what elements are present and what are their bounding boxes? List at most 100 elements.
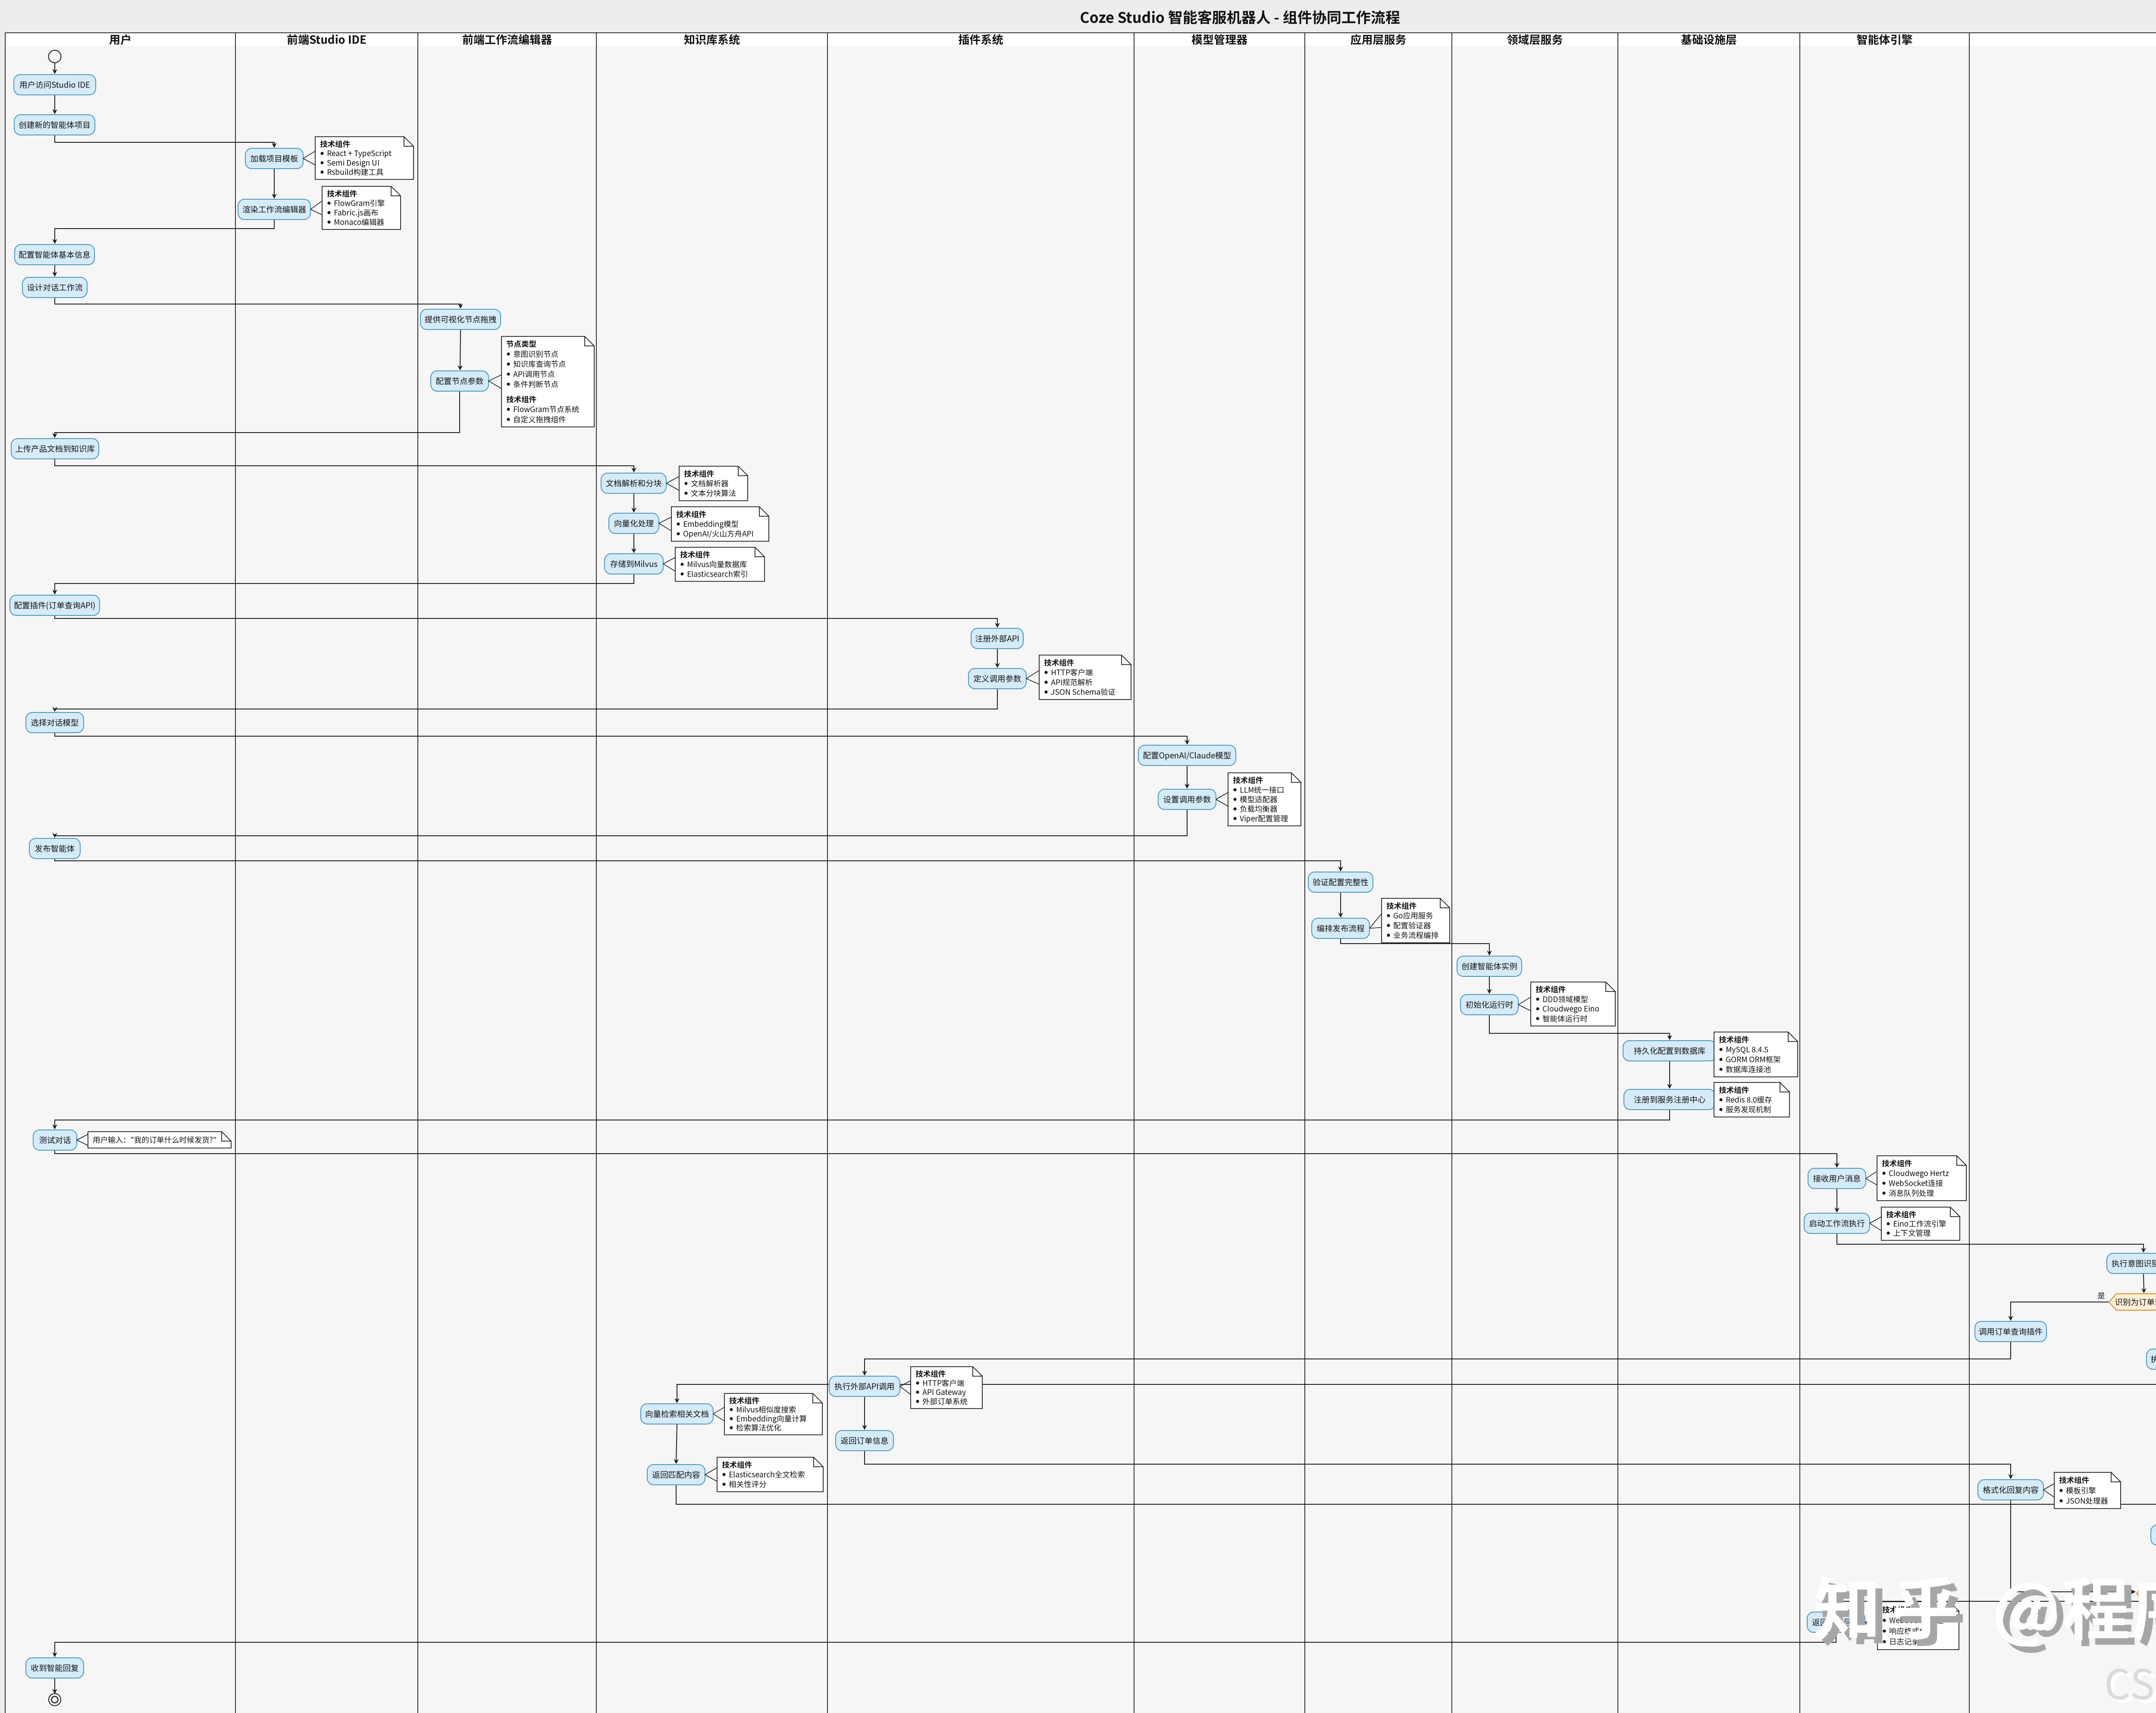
svg-text:日志记录: 日志记录	[1889, 1636, 1919, 1647]
svg-text:创建智能体实例: 创建智能体实例	[1461, 961, 1517, 972]
svg-text:注册到服务注册中心: 注册到服务注册中心	[1634, 1094, 1706, 1105]
svg-text:负载均衡器: 负载均衡器	[1240, 803, 1278, 814]
svg-text:节点类型: 节点类型	[506, 339, 536, 349]
svg-text:配置插件(订单查询API): 配置插件(订单查询API)	[14, 600, 96, 611]
svg-text:存储到Milvus: 存储到Milvus	[610, 558, 658, 570]
svg-text:LLM统一接口: LLM统一接口	[1240, 784, 1284, 795]
svg-text:JSON Schema验证: JSON Schema验证	[1051, 687, 1116, 697]
svg-text:用户输入："我的订单什么时候发货?": 用户输入："我的订单什么时候发货?"	[93, 1135, 216, 1145]
svg-text:技术组件: 技术组件	[320, 138, 350, 149]
svg-text:注册外部API: 注册外部API	[975, 633, 1019, 644]
svg-text:Elasticsearch全文检索: Elasticsearch全文检索	[729, 1469, 805, 1480]
svg-text:HTTP客户端: HTTP客户端	[1051, 667, 1093, 678]
svg-text:Cloudwego Eino: Cloudwego Eino	[1542, 1004, 1599, 1014]
svg-text:消息队列处理: 消息队列处理	[1889, 1188, 1934, 1198]
svg-text:调用订单查询插件: 调用订单查询插件	[1979, 1326, 2043, 1337]
svg-text:文档解析器: 文档解析器	[691, 478, 729, 489]
svg-text:Redis 8.0缓存: Redis 8.0缓存	[1726, 1095, 1772, 1105]
svg-text:CSDN @程序员柒叔: CSDN @程序员柒叔	[2108, 1656, 2156, 1713]
svg-text:技术组件: 技术组件	[676, 509, 706, 520]
svg-text:是: 是	[2098, 1290, 2105, 1301]
svg-text:发布智能体: 发布智能体	[35, 843, 75, 854]
svg-text:应用层服务: 应用层服务	[1350, 31, 1406, 47]
svg-text:设置调用参数: 设置调用参数	[1163, 794, 1211, 805]
svg-text:@程序员柒叔: @程序员柒叔	[1999, 1562, 2156, 1660]
svg-text:智能体运行时: 智能体运行时	[1542, 1013, 1588, 1024]
svg-text:OpenAI/火山方舟API: OpenAI/火山方舟API	[683, 528, 754, 539]
svg-text:FlowGram节点系统: FlowGram节点系统	[513, 404, 580, 415]
svg-text:Coze Studio 智能客服机器人 - 组件协同工作流程: Coze Studio 智能客服机器人 - 组件协同工作流程	[1080, 6, 1400, 27]
svg-text:向量检索相关文档: 向量检索相关文档	[645, 1409, 709, 1420]
svg-text:Go应用服务: Go应用服务	[1393, 910, 1433, 921]
svg-text:API规范解析: API规范解析	[1050, 677, 1093, 687]
svg-text:前端Studio IDE: 前端Studio IDE	[287, 31, 367, 47]
svg-text:测试对话: 测试对话	[39, 1135, 71, 1146]
svg-text:Elasticsearch索引: Elasticsearch索引	[687, 568, 748, 579]
svg-text:响应格式化: 响应格式化	[1889, 1625, 1927, 1636]
svg-text:设计对话工作流: 设计对话工作流	[27, 282, 83, 293]
svg-text:创建新的智能体项目: 创建新的智能体项目	[19, 119, 91, 131]
svg-text:条件判断节点: 条件判断节点	[513, 379, 558, 389]
svg-text:技术组件: 技术组件	[327, 188, 357, 199]
svg-text:数据库连接池: 数据库连接池	[1726, 1064, 1771, 1075]
svg-text:配置验证器: 配置验证器	[1393, 920, 1431, 931]
svg-text:HTTP客户端: HTTP客户端	[922, 1377, 965, 1388]
svg-text:知识库查询节点: 知识库查询节点	[513, 359, 566, 370]
svg-text:Fabric.js画布: Fabric.js画布	[334, 207, 378, 218]
svg-text:MySQL 8.4.5: MySQL 8.4.5	[1726, 1044, 1768, 1055]
svg-text:@程序员柒叔: @程序员柒叔	[1992, 1556, 2156, 1653]
svg-text:技术组件: 技术组件	[684, 468, 714, 479]
svg-text:技术组件: 技术组件	[680, 549, 710, 560]
svg-text:Rsbuild构建工具: Rsbuild构建工具	[327, 167, 384, 178]
svg-text:启动工作流执行: 启动工作流执行	[1809, 1218, 1865, 1229]
svg-text:配置节点参数: 配置节点参数	[436, 376, 483, 387]
svg-text:文档解析和分块: 文档解析和分块	[606, 478, 662, 489]
svg-text:智能体引擎: 智能体引擎	[1856, 31, 1912, 47]
svg-text:Milvus向量数据库: Milvus向量数据库	[687, 559, 747, 570]
svg-text:返回匹配内容: 返回匹配内容	[652, 1469, 700, 1481]
svg-text:技术组件: 技术组件	[729, 1395, 759, 1406]
svg-text:执行意图识别节点: 执行意图识别节点	[2112, 1258, 2156, 1269]
svg-text:定义调用参数: 定义调用参数	[973, 673, 1021, 684]
svg-text:返回最终回复: 返回最终回复	[1812, 1617, 1860, 1628]
svg-text:配置OpenAI/Claude模型: 配置OpenAI/Claude模型	[1143, 750, 1232, 761]
svg-text:收到智能回复: 收到智能回复	[31, 1663, 78, 1674]
svg-text:技术组件: 技术组件	[1886, 1209, 1916, 1220]
svg-text:WebSocket连接: WebSocket连接	[1889, 1178, 1943, 1189]
svg-text:意图识别节点: 意图识别节点	[513, 348, 558, 359]
svg-text:Monaco编辑器: Monaco编辑器	[334, 217, 384, 228]
svg-text:用户访问Studio IDE: 用户访问Studio IDE	[19, 79, 90, 91]
svg-text:执行知识库查询节点: 执行知识库查询节点	[2151, 1354, 2156, 1365]
svg-text:返回订单信息: 返回订单信息	[840, 1435, 888, 1446]
svg-text:初始化运行时: 初始化运行时	[1465, 999, 1513, 1010]
svg-text:React + TypeScript: React + TypeScript	[327, 148, 392, 159]
svg-text:Semi Design UI: Semi Design UI	[327, 157, 379, 168]
svg-text:技术组件: 技术组件	[1719, 1034, 1749, 1045]
svg-text:向量化处理: 向量化处理	[614, 518, 654, 529]
svg-text:技术组件: 技术组件	[1882, 1604, 1912, 1615]
svg-text:技术组件: 技术组件	[722, 1459, 752, 1470]
svg-text:JSON处理器: JSON处理器	[2066, 1496, 2108, 1506]
svg-text:DDD领域模型: DDD领域模型	[1542, 994, 1588, 1004]
svg-text:知识库系统: 知识库系统	[684, 31, 740, 47]
svg-text:上下文管理: 上下文管理	[1893, 1228, 1931, 1239]
svg-text:格式化回复内容: 格式化回复内容	[1983, 1484, 2039, 1496]
svg-text:GORM ORM框架: GORM ORM框架	[1726, 1054, 1781, 1065]
svg-text:提供可视化节点拖拽: 提供可视化节点拖拽	[425, 314, 497, 325]
svg-text:技术组件: 技术组件	[1233, 775, 1263, 786]
svg-text:自定义拖拽组件: 自定义拖拽组件	[513, 414, 566, 425]
svg-text:技术组件: 技术组件	[1719, 1085, 1749, 1095]
svg-text:检索算法优化: 检索算法优化	[736, 1422, 781, 1433]
svg-text:上传产品文档到知识库: 上传产品文档到知识库	[15, 443, 95, 455]
svg-text:外部订单系统: 外部订单系统	[922, 1396, 968, 1407]
svg-text:执行外部API调用: 执行外部API调用	[834, 1381, 894, 1392]
svg-text:Embedding模型: Embedding模型	[683, 519, 739, 530]
svg-text:技术组件: 技术组件	[1044, 657, 1074, 668]
svg-text:相关性评分: 相关性评分	[729, 1479, 767, 1490]
svg-text:用户: 用户	[109, 31, 132, 47]
svg-text:领域层服务: 领域层服务	[1507, 31, 1563, 47]
svg-text:技术组件: 技术组件	[1882, 1158, 1912, 1169]
svg-text:知乎: 知乎	[1820, 1562, 1976, 1660]
svg-text:编排发布流程: 编排发布流程	[1316, 923, 1364, 934]
svg-text:WebSocket推送: WebSocket推送	[1889, 1615, 1943, 1626]
